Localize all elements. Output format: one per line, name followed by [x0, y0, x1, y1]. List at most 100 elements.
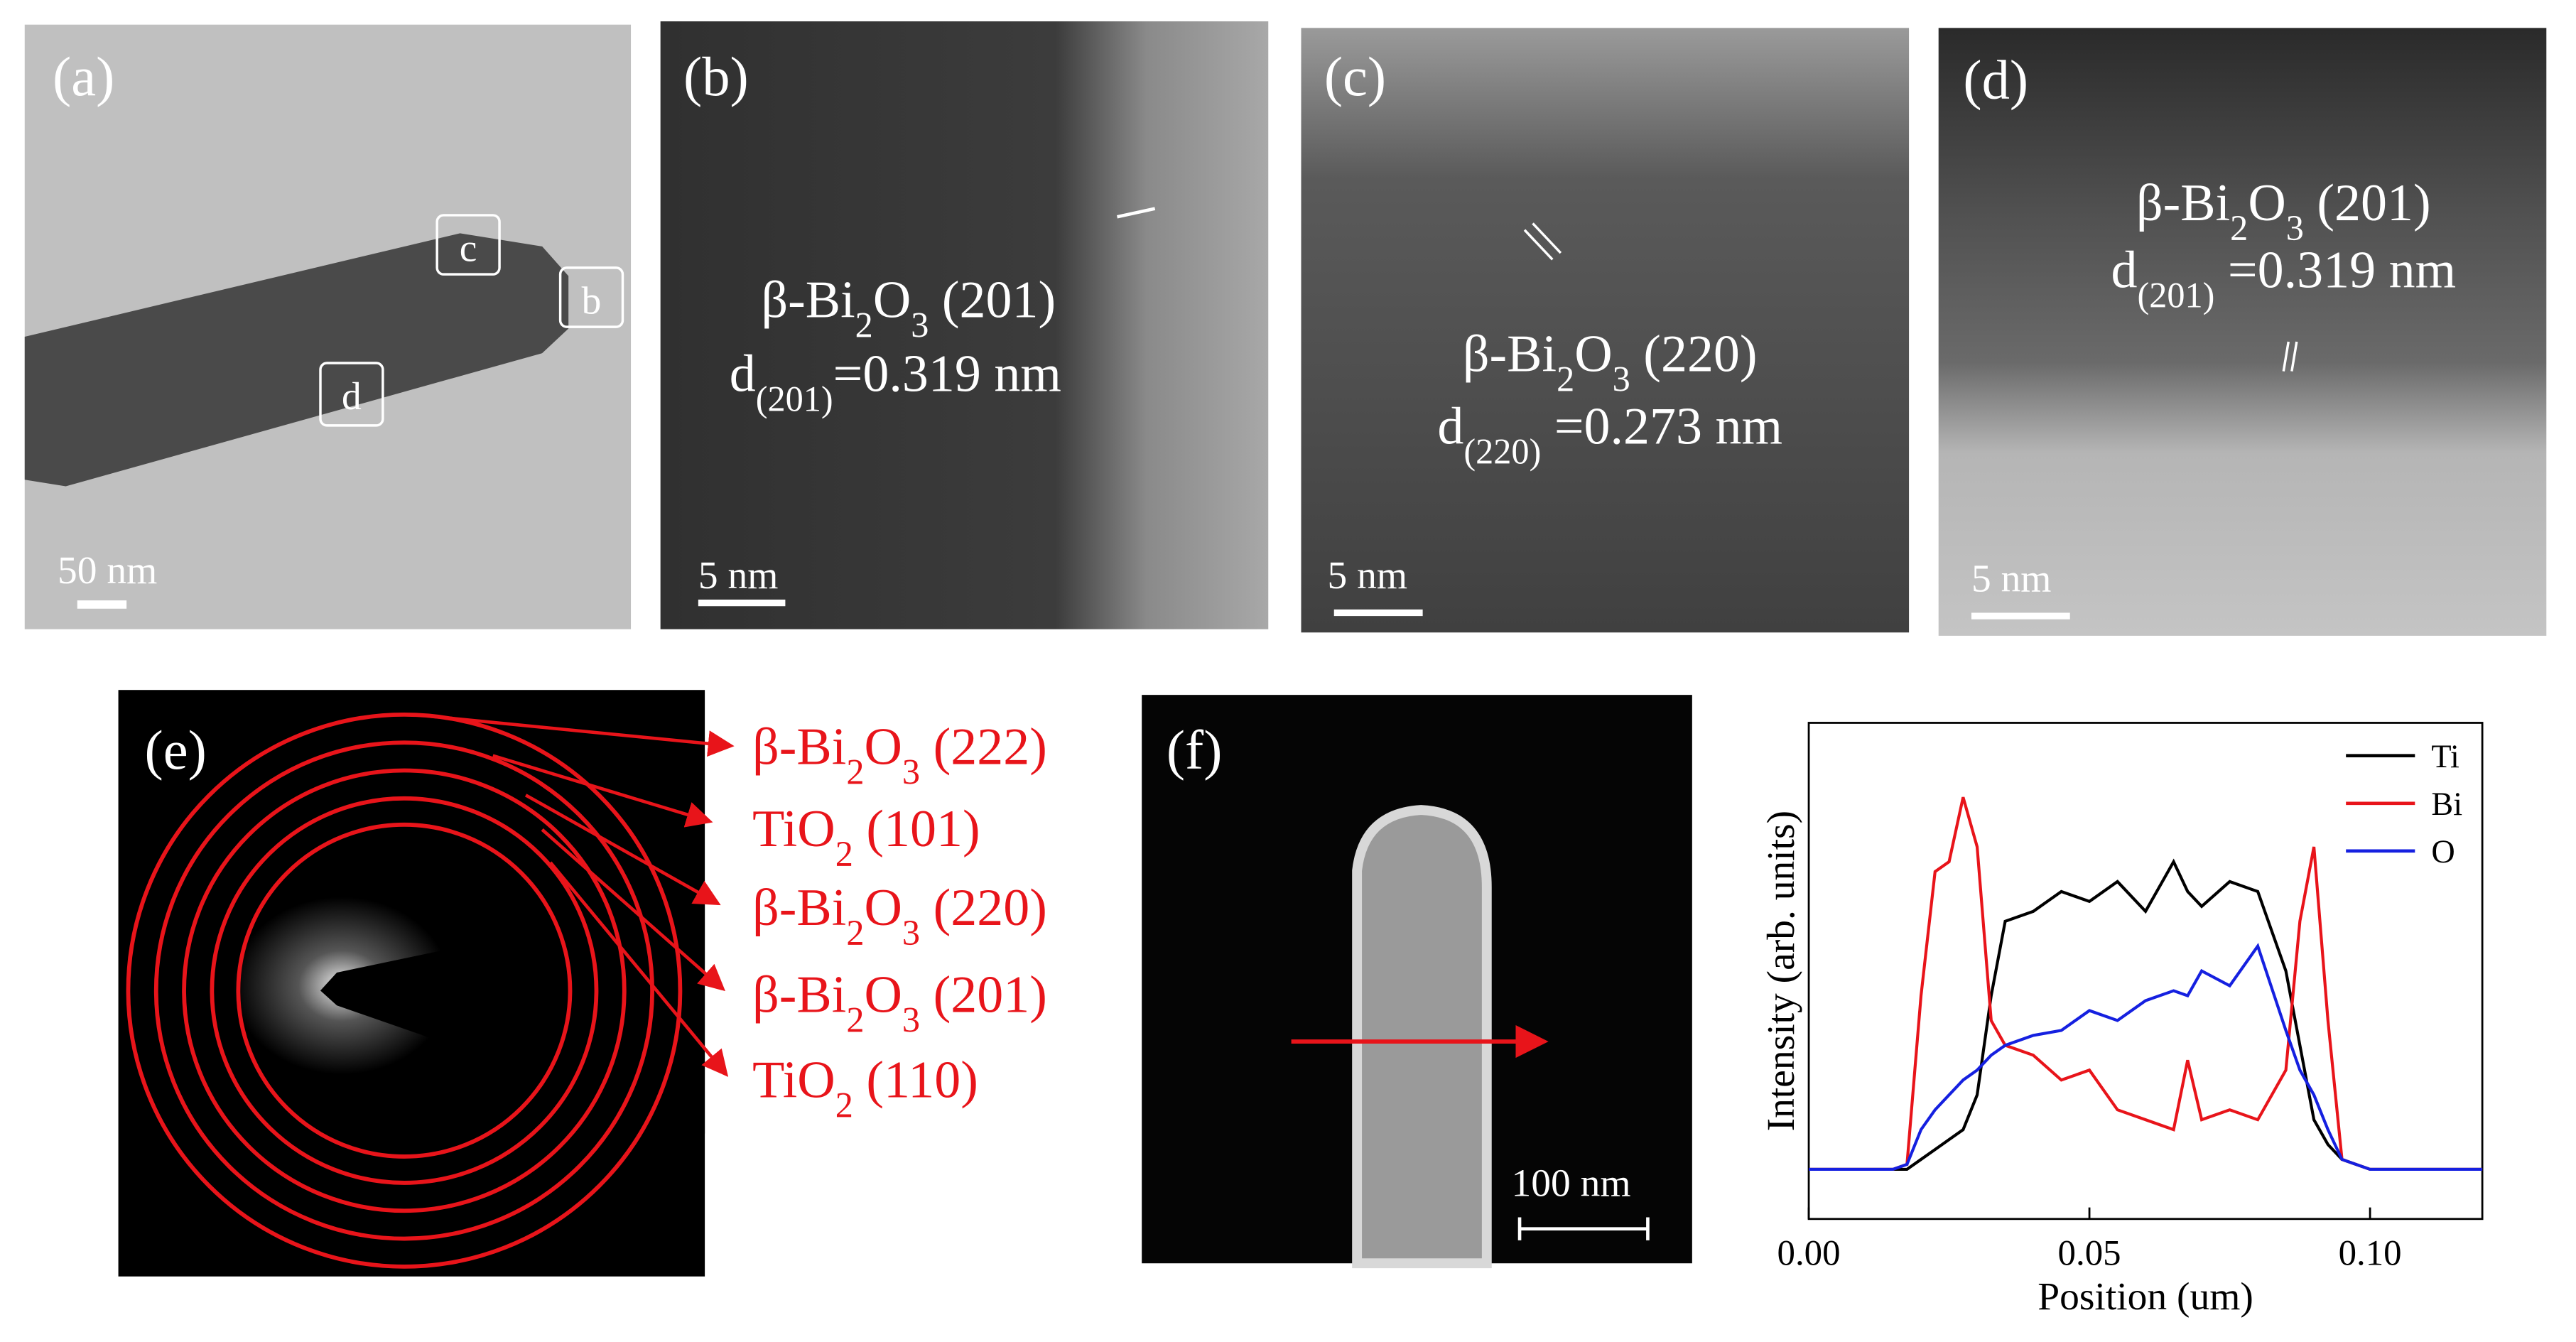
ring-label: β-Bi2O3 (201)	[752, 965, 1047, 1039]
text-part: β-Bi	[2136, 174, 2230, 232]
text-part: 3	[1613, 359, 1630, 399]
ring-label: TiO2 (110)	[752, 1051, 978, 1125]
legend-label: O	[2431, 834, 2455, 870]
ring	[126, 713, 683, 1269]
scale-bar-label: 5 nm	[698, 554, 779, 597]
text-part: O	[873, 271, 911, 329]
text-part: =0.273 nm	[1541, 397, 1782, 455]
region-label: c	[460, 227, 477, 271]
ring-label: β-Bi2O3 (222)	[752, 718, 1047, 791]
text-part: (201)	[756, 379, 833, 418]
text-part: (201)	[929, 271, 1056, 329]
text-part: 2	[2230, 208, 2248, 248]
text-part: 2	[1557, 359, 1574, 399]
ring-label: β-Bi2O3 (220)	[752, 879, 1047, 953]
ring	[153, 740, 654, 1241]
text-part: 3	[911, 305, 929, 345]
text-part: (101)	[853, 800, 980, 858]
text-part: (220)	[1630, 325, 1758, 384]
spacing-label: d(201) =0.319 nm	[2111, 242, 2456, 315]
data-line	[1809, 796, 2483, 1171]
text-part: =0.319 nm	[833, 345, 1061, 403]
text-part: 3	[902, 1000, 920, 1039]
text-part: TiO	[752, 1051, 835, 1110]
panel-label: (d)	[1963, 50, 2028, 112]
text-part: (201)	[2304, 174, 2431, 232]
text-part: TiO	[752, 800, 835, 858]
text-part: 3	[902, 752, 920, 791]
data-line	[1809, 943, 2483, 1171]
spacing-label: d(220) =0.273 nm	[1437, 397, 1782, 471]
text-part: O	[865, 718, 902, 776]
y-axis-label: Intensity (arb. units)	[1760, 811, 1803, 1132]
arrow	[524, 794, 721, 906]
lattice-mark	[1117, 207, 1156, 219]
region-box	[319, 362, 384, 427]
region-box	[558, 266, 624, 328]
diffraction-rings	[126, 713, 683, 1269]
arrow	[541, 828, 726, 992]
ring-arrows	[430, 714, 735, 1077]
text-part: O	[1574, 325, 1612, 384]
ring-label: TiO2 (101)	[752, 800, 980, 874]
text-part: O	[2248, 174, 2285, 232]
text-part: (110)	[853, 1051, 978, 1110]
panel-label: (a)	[53, 46, 114, 108]
text-part: (222)	[920, 718, 1047, 776]
lattice-mark	[2282, 341, 2298, 372]
legend-label: Bi	[2431, 786, 2462, 823]
ring	[182, 768, 627, 1213]
text-part: (201)	[2137, 276, 2214, 315]
text-part: β-Bi	[752, 718, 846, 776]
arrow	[548, 861, 729, 1077]
region-label: b	[582, 280, 602, 323]
scale-bar-label: 50 nm	[58, 549, 157, 592]
hrtem-image	[1938, 28, 2547, 636]
x-tick-label: 0.10	[2339, 1234, 2402, 1274]
text-part: d	[730, 345, 756, 403]
ring	[236, 822, 573, 1159]
text-part: (220)	[920, 879, 1047, 937]
panel-label: (c)	[1324, 46, 1386, 108]
text-part: β-Bi	[1463, 325, 1557, 384]
panel-label: (b)	[683, 46, 749, 108]
scale-bar-label: 5 nm	[1327, 554, 1407, 597]
text-part: 3	[902, 913, 920, 953]
scale-bar-label: 5 nm	[1971, 557, 2052, 600]
text-part: 2	[846, 913, 864, 953]
arrow	[430, 714, 735, 757]
text-part: 3	[2286, 208, 2304, 248]
text-part: (220)	[1463, 431, 1541, 471]
region-label: d	[342, 375, 362, 418]
text-part: =0.319 nm	[2214, 242, 2456, 300]
x-axis-label: Position (um)	[2037, 1275, 2253, 1319]
text-part: 2	[846, 1000, 864, 1039]
panel-label: (e)	[145, 720, 207, 781]
hrtem-image	[660, 21, 1269, 629]
hrtem-image	[1301, 28, 1910, 633]
phase-label: β-Bi2O3 (201)	[2136, 174, 2431, 248]
phase-label: β-Bi2O3 (220)	[1463, 325, 1758, 399]
text-part: (201)	[920, 965, 1047, 1024]
nanorod	[24, 233, 569, 487]
x-tick-label: 0.00	[1777, 1234, 1841, 1274]
ring	[210, 796, 599, 1185]
text-part: O	[865, 879, 902, 937]
x-tick-label: 0.05	[2058, 1234, 2121, 1274]
scale-bar-label: 100 nm	[1511, 1162, 1630, 1205]
text-part: O	[865, 965, 902, 1024]
plot-frame	[1807, 722, 2484, 1221]
text-part: β-Bi	[752, 965, 846, 1024]
text-part: β-Bi	[761, 271, 855, 329]
region-box	[435, 214, 501, 276]
phase-label: β-Bi2O3 (201)	[761, 271, 1056, 345]
text-part: 2	[835, 1086, 853, 1125]
text-part: 2	[846, 752, 864, 791]
text-part: 2	[835, 834, 853, 874]
legend-label: Ti	[2431, 739, 2459, 775]
nanorod	[1352, 805, 1492, 1269]
scale-bar	[1517, 1217, 1650, 1240]
text-part: 2	[855, 305, 873, 345]
spacing-label: d(201)=0.319 nm	[730, 345, 1061, 418]
